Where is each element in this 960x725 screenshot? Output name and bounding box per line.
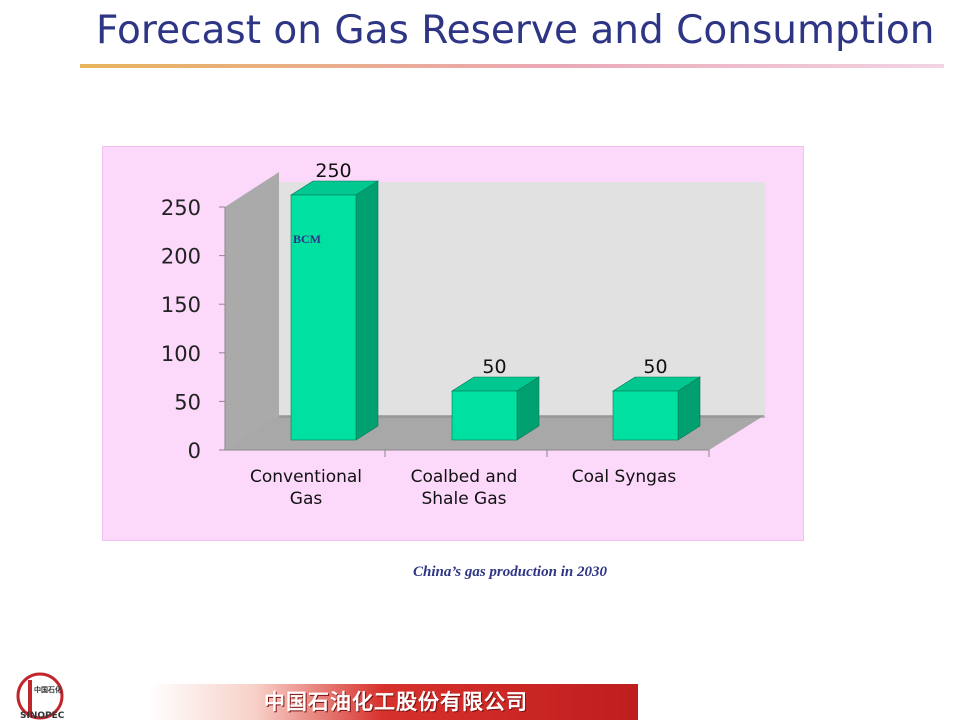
x-tick-label-line: Shale Gas	[421, 489, 506, 509]
x-tick-label: Coal Syngas	[572, 467, 677, 487]
y-tick-label: 100	[161, 342, 201, 366]
x-tick-label-line: Coal Syngas	[572, 467, 677, 487]
bar	[451, 390, 518, 441]
x-tick-label-line: Conventional	[250, 467, 362, 487]
chart-panel: 0 50 100 150 200 250 Conventional Gas Coalbed a…	[102, 146, 804, 541]
footer-company-name: 中国石油化工股份有限公司	[264, 690, 528, 714]
y-tick-label: 200	[161, 245, 201, 269]
unit-annotation: BCM	[293, 232, 321, 246]
data-label: 250	[315, 160, 351, 182]
x-tick-label: Conventional Gas	[250, 467, 362, 509]
y-tick-label: 50	[174, 390, 201, 414]
y-tick-label: 250	[161, 196, 201, 220]
y-tick-label: 150	[161, 293, 201, 317]
chart-caption: China’s gas production in 2030	[413, 564, 607, 580]
bar-chart: 0 50 100 150 200 250 Conventional Gas Coalbed a…	[161, 160, 765, 509]
plot-side-wall	[225, 172, 279, 450]
sinopec-logo: 中国石化 SINOPEC	[14, 672, 72, 725]
bar	[612, 390, 679, 441]
footer-banner	[148, 684, 638, 720]
logo-chinese: 中国石化	[34, 685, 62, 694]
bar-side	[355, 180, 379, 441]
x-tick-label: Coalbed and Shale Gas	[411, 467, 518, 509]
y-tick-label: 0	[188, 439, 201, 463]
data-label: 50	[643, 356, 667, 378]
logo-text: SINOPEC	[20, 711, 65, 720]
data-label: 50	[482, 356, 506, 378]
x-tick-label-line: Gas	[290, 489, 323, 509]
plot-back-wall	[279, 182, 765, 417]
title-underline	[80, 64, 944, 68]
slide-title: Forecast on Gas Reserve and Consumption	[96, 8, 935, 53]
x-tick-label-line: Coalbed and	[411, 467, 518, 487]
bar	[290, 194, 357, 441]
